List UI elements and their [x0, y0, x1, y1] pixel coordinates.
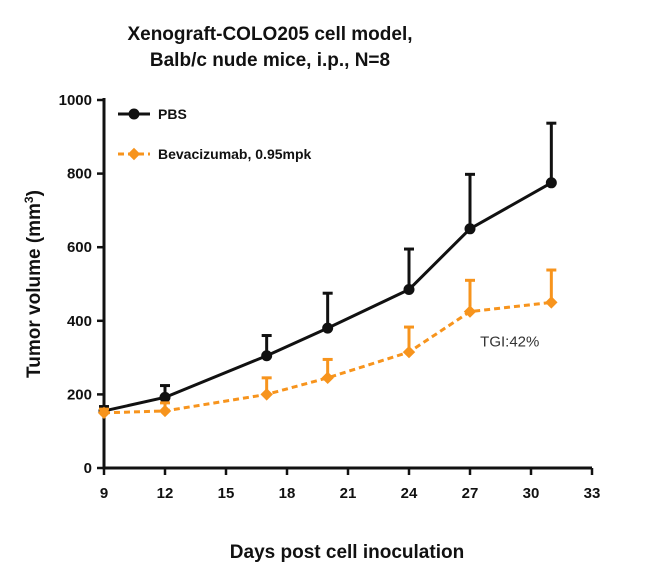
series-1-marker	[127, 147, 141, 161]
legend: PBS Bevacizumab, 0.95mpk	[118, 106, 312, 162]
y-axis-label-suffix: )	[24, 190, 45, 196]
annotations: TGI:42%	[480, 334, 539, 351]
series-0-marker	[159, 391, 171, 403]
series-1-group	[97, 268, 558, 420]
series-1-marker	[97, 406, 111, 420]
series-1-marker	[260, 388, 273, 401]
series-1-marker	[545, 296, 558, 309]
x-tick-label: 30	[523, 485, 540, 502]
x-tick-label: 18	[279, 485, 296, 502]
x-axis-label: Days post cell inoculation	[230, 542, 464, 563]
y-axis-ticks: 0 200 400 600 800 1000	[59, 92, 104, 477]
y-tick-label: 200	[67, 386, 92, 403]
chart-title-line-1: Xenograft-COLO205 cell model,	[127, 24, 412, 45]
legend-label-1: Bevacizumab, 0.95mpk	[158, 146, 312, 162]
y-tick-label: 1000	[59, 92, 92, 109]
y-axis-label: Tumor volume (mm3)	[22, 190, 45, 378]
chart-title: Xenograft-COLO205 cell model, Balb/c nud…	[127, 24, 412, 71]
x-tick-label: 33	[584, 485, 601, 502]
series-1-marker	[402, 345, 416, 359]
series-0-marker	[261, 350, 273, 362]
x-tick-label: 27	[462, 485, 479, 502]
series-0-marker	[128, 108, 140, 120]
series-0-marker	[545, 177, 557, 189]
series-0-marker	[322, 322, 334, 334]
x-tick-label: 12	[157, 485, 174, 502]
y-tick-label: 400	[67, 313, 92, 330]
data-series	[97, 121, 558, 420]
tgi-annotation: TGI:42%	[480, 334, 539, 351]
series-0-marker	[403, 284, 415, 296]
x-tick-label: 9	[100, 485, 108, 502]
x-tick-label: 15	[218, 485, 235, 502]
y-tick-label: 800	[67, 166, 92, 183]
chart-title-line-2: Balb/c nude mice, i.p., N=8	[150, 50, 390, 71]
series-0-marker	[464, 223, 476, 235]
y-tick-label: 600	[67, 239, 92, 256]
series-1-marker	[158, 404, 172, 418]
x-axis-ticks: 9 12 15 18 21 24 27 30 33	[100, 468, 601, 502]
x-tick-label: 24	[401, 485, 418, 502]
series-1-marker	[463, 305, 477, 318]
x-tick-label: 21	[340, 485, 357, 502]
series-1-marker	[321, 371, 334, 385]
y-axis-label-prefix: Tumor volume (mm	[24, 203, 45, 378]
legend-label-0: PBS	[158, 106, 187, 122]
y-tick-label: 0	[84, 460, 92, 477]
y-axis-label-superscript: 3	[22, 196, 36, 203]
